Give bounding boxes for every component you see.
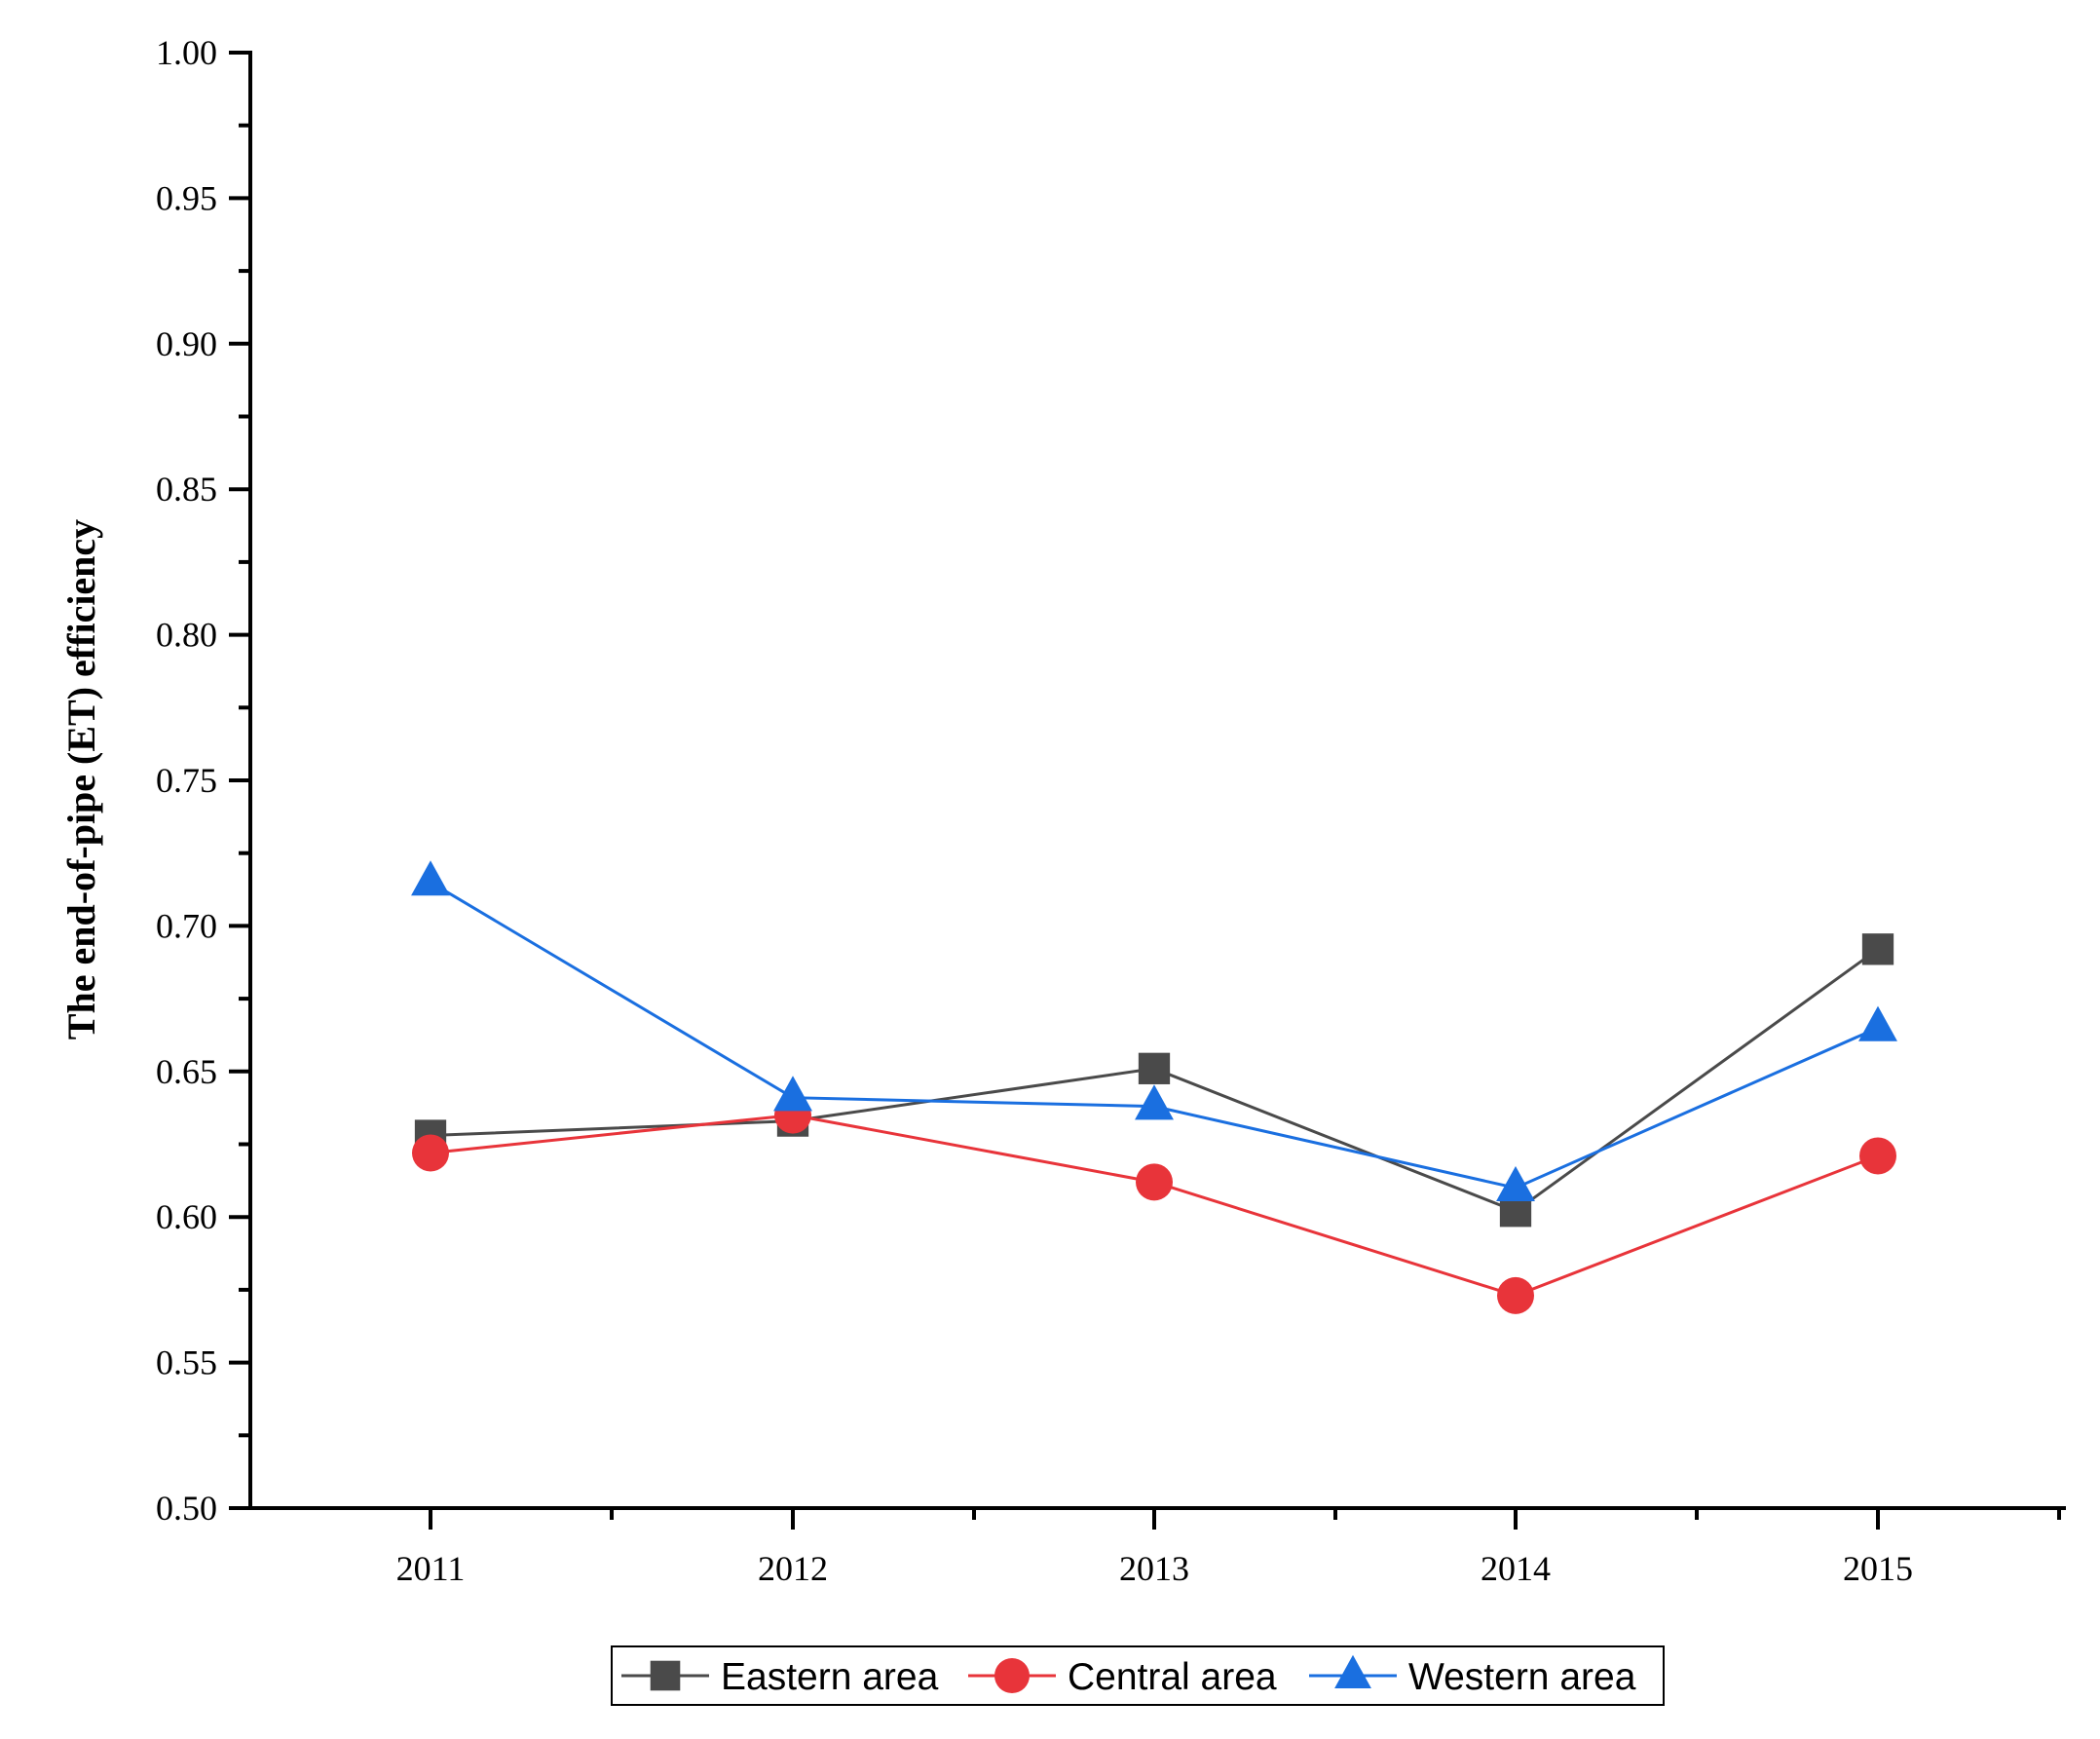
x-tick-label: 2013 <box>1119 1549 1189 1588</box>
y-tick-label: 0.65 <box>156 1052 217 1091</box>
western-area-legend-marker <box>1334 1654 1371 1688</box>
central-area-legend-marker <box>994 1658 1030 1693</box>
y-tick-label: 0.60 <box>156 1197 217 1236</box>
y-tick-label: 0.70 <box>156 906 217 945</box>
western-area-point <box>1135 1084 1174 1120</box>
eastern-area-legend-label: Eastern area <box>721 1656 939 1698</box>
eastern-area-legend-marker <box>650 1660 681 1691</box>
y-tick-label: 0.90 <box>156 324 217 363</box>
western-area-point <box>1496 1165 1535 1202</box>
y-tick-label: 0.55 <box>156 1343 217 1382</box>
x-tick-label: 2014 <box>1481 1549 1551 1588</box>
central-area-legend-label: Central area <box>1068 1656 1277 1698</box>
western-area-point <box>1858 1005 1897 1041</box>
series-markers <box>411 860 1897 1314</box>
y-axis-title: The end-of-pipe (ET) efficiency <box>59 519 103 1040</box>
central-area-point <box>1859 1137 1896 1175</box>
central-area-point <box>1497 1276 1534 1314</box>
y-tick-label: 0.75 <box>156 761 217 800</box>
central-area-point <box>1136 1163 1173 1201</box>
central-area-line <box>430 1114 1879 1298</box>
legend: Eastern area Central area Western area <box>611 1645 1665 1706</box>
legend-box <box>611 1645 1665 1706</box>
western-area-point <box>773 1076 812 1112</box>
y-tick-label: 0.80 <box>156 616 217 655</box>
y-tick-label: 0.95 <box>156 178 217 217</box>
x-tick-label: 2012 <box>758 1549 828 1588</box>
western-area-point <box>411 860 450 896</box>
eastern-area-point <box>1138 1052 1171 1084</box>
x-tick-label: 2015 <box>1843 1549 1913 1588</box>
western-area-line <box>430 881 1879 1190</box>
eastern-area-point <box>1861 933 1894 965</box>
y-tick-label: 0.50 <box>156 1489 217 1528</box>
western-area-legend-label: Western area <box>1408 1656 1636 1698</box>
central-area-point <box>412 1134 449 1172</box>
y-tick-label: 1.00 <box>156 33 217 72</box>
y-tick-label: 0.85 <box>156 470 217 509</box>
x-tick-label: 2011 <box>396 1549 466 1588</box>
axes: 0.50 0.55 0.60 0.65 0.70 0.75 0.80 0.85 0.90 0.95… <box>156 33 2066 1588</box>
